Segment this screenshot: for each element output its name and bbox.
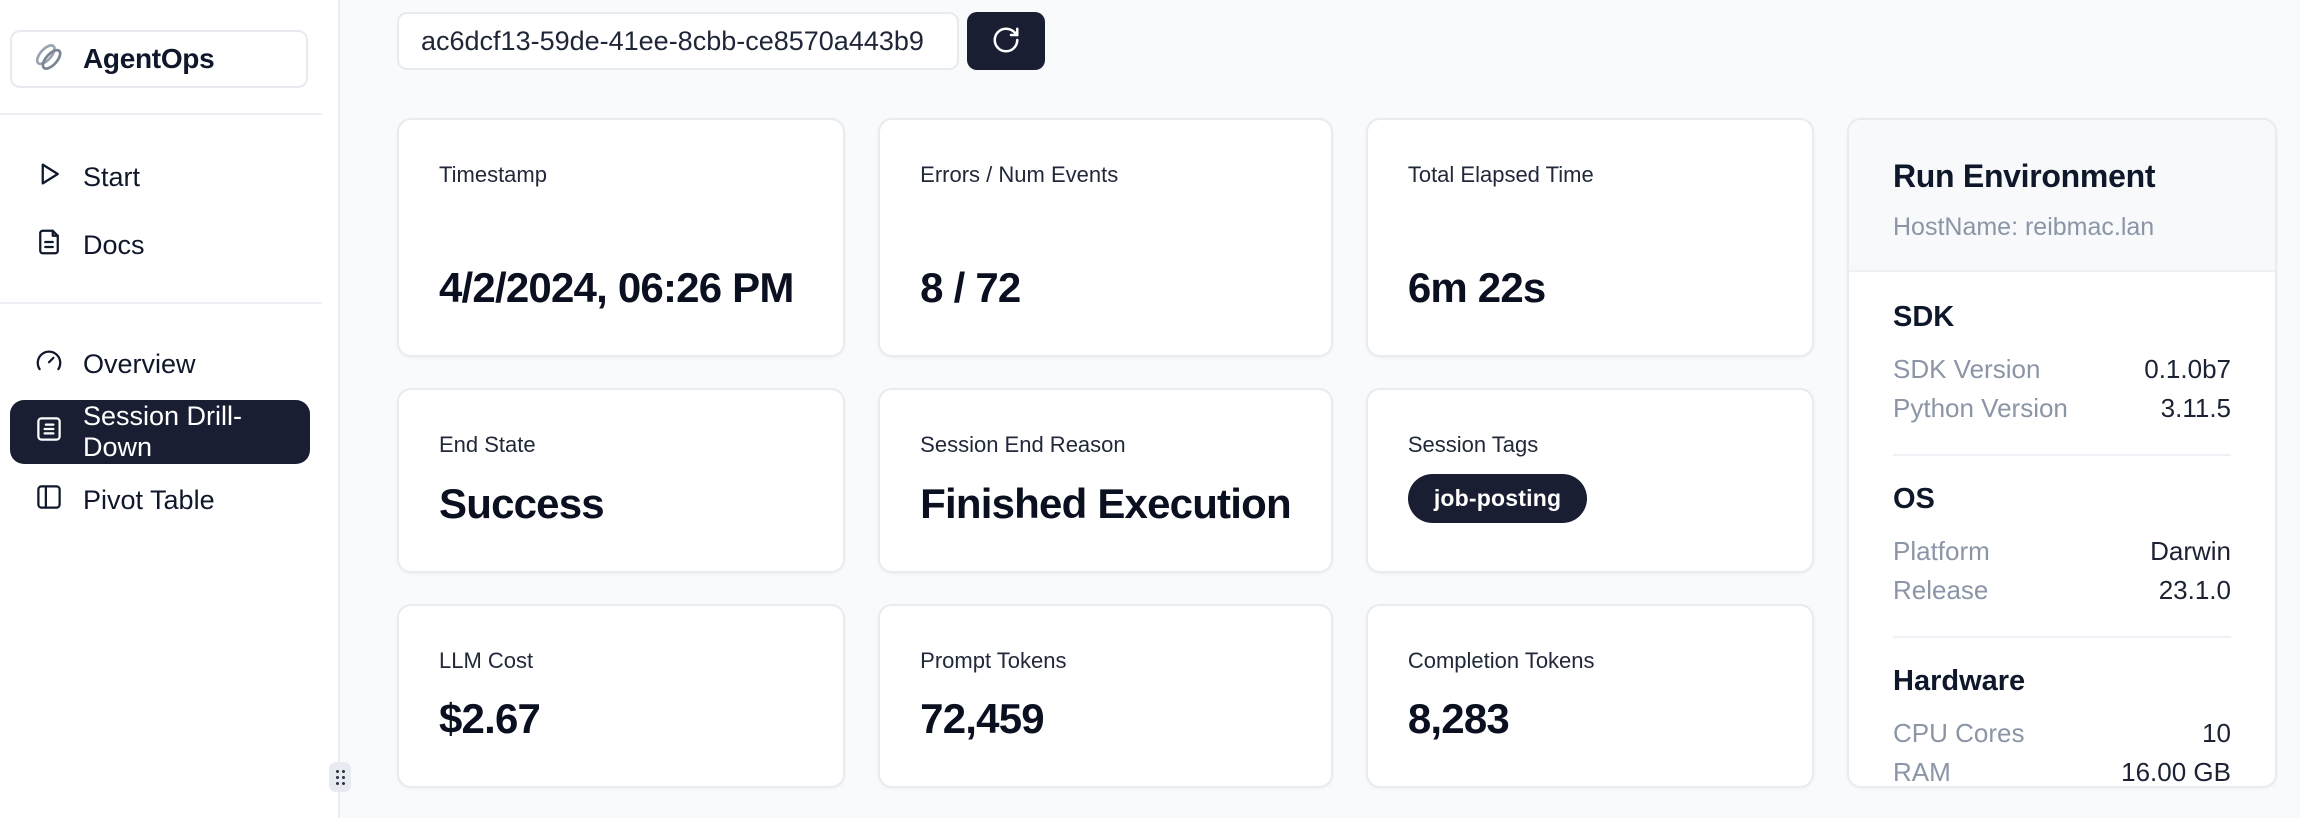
run-environment-body: SDK SDK Version 0.1.0b7 Python Version 3…: [1849, 272, 2275, 787]
run-environment-header: Run Environment HostName: reibmac.lan: [1849, 120, 2275, 272]
refresh-button[interactable]: [967, 12, 1045, 70]
card-value: 8 / 72: [920, 263, 1021, 311]
card-value: 6m 22s: [1407, 263, 1546, 311]
env-key: Platform: [1893, 536, 1990, 566]
card-label: Timestamp: [439, 162, 547, 187]
env-key: Python Version: [1893, 393, 2068, 423]
sidebar-item-label: Start: [83, 161, 141, 192]
sidebar-item-label: Pivot Table: [83, 484, 215, 515]
app-logo[interactable]: AgentOps: [10, 30, 308, 88]
card-label: Errors / Num Events: [920, 162, 1119, 187]
sidebar-item-session-drill-down[interactable]: Session Drill-Down: [10, 400, 310, 464]
session-tag-badge: job-posting: [1407, 474, 1588, 523]
session-drilldown-icon: [34, 414, 64, 451]
card-label: Completion Tokens: [1407, 648, 1595, 673]
env-row: RAM 16.00 GB: [1893, 753, 2231, 787]
env-value: 10: [2202, 718, 2231, 748]
env-section-title-hardware: Hardware: [1893, 665, 2026, 697]
play-icon: [34, 159, 64, 196]
sidebar-resize-handle[interactable]: [329, 762, 351, 792]
card-value: 8,283: [1407, 694, 1510, 742]
env-key: RAM: [1893, 757, 1951, 787]
card-value: 72,459: [920, 694, 1044, 742]
env-value: 16.00 GB: [2121, 757, 2231, 787]
card-errors-num-events: Errors / Num Events 8 / 72: [878, 118, 1333, 357]
env-value: Darwin: [2150, 536, 2231, 566]
env-value: 3.11.5: [2160, 393, 2231, 423]
card-session-end-reason: Session End Reason Finished Execution: [878, 388, 1333, 573]
card-total-elapsed-time: Total Elapsed Time 6m 22s: [1365, 118, 1814, 357]
agentops-loops-icon: [30, 38, 68, 81]
env-key: SDK Version: [1893, 354, 2041, 384]
env-row: Platform Darwin: [1893, 532, 2231, 571]
env-row: SDK Version 0.1.0b7: [1893, 350, 2231, 389]
sidebar-item-label: Session Drill-Down: [83, 401, 243, 462]
card-value: 4/2/2024, 06:26 PM: [439, 263, 794, 311]
env-row: Release 23.1.0: [1893, 571, 2231, 610]
env-value: 23.1.0: [2158, 575, 2231, 605]
env-divider: [1893, 636, 2231, 638]
gauge-icon: [34, 346, 64, 383]
sidebar-item-docs[interactable]: Docs: [10, 213, 310, 277]
run-environment-title: Run Environment: [1893, 158, 2156, 194]
card-label: End State: [439, 432, 536, 457]
env-section-title-sdk: SDK: [1893, 301, 1955, 333]
app-title: AgentOps: [83, 43, 215, 74]
card-prompt-tokens: Prompt Tokens 72,459: [878, 604, 1333, 788]
sidebar-divider: [0, 113, 322, 115]
sidebar: AgentOps Start Docs: [0, 0, 340, 818]
sidebar-primary-group: Start Docs: [0, 115, 338, 277]
env-row: CPU Cores 10: [1893, 714, 2231, 753]
sidebar-item-pivot-table[interactable]: Pivot Table: [10, 468, 310, 532]
card-completion-tokens: Completion Tokens 8,283: [1365, 604, 1814, 788]
card-value: Finished Execution: [920, 479, 1291, 527]
env-key: Release: [1893, 575, 1989, 605]
card-label: Session Tags: [1407, 432, 1539, 457]
card-end-state: End State Success: [397, 388, 846, 573]
hostname-text: HostName: reibmac.lan: [1893, 213, 2155, 241]
env-key: CPU Cores: [1893, 718, 2025, 748]
run-environment-panel: Run Environment HostName: reibmac.lan SD…: [1847, 118, 2277, 788]
sidebar-item-label: Overview: [83, 348, 196, 379]
sidebar-item-overview[interactable]: Overview: [10, 332, 310, 396]
card-value: $2.67: [439, 694, 541, 742]
main-content: Timestamp 4/2/2024, 06:26 PM Errors / Nu…: [342, 0, 2300, 818]
docs-icon: [34, 227, 64, 264]
metrics-grid: Timestamp 4/2/2024, 06:26 PM Errors / Nu…: [397, 118, 2277, 788]
env-section-title-os: OS: [1893, 483, 1935, 515]
sidebar-item-start[interactable]: Start: [10, 145, 310, 209]
sidebar-session-group: Overview Session Drill-Down Pivot Table: [0, 304, 338, 532]
card-label: Session End Reason: [920, 432, 1126, 457]
session-topbar: [397, 12, 2277, 70]
sidebar-item-label: Docs: [83, 229, 145, 260]
card-label: LLM Cost: [439, 648, 534, 673]
pivot-table-icon: [34, 482, 64, 519]
card-label: Total Elapsed Time: [1407, 162, 1594, 187]
env-value: 0.1.0b7: [2144, 354, 2231, 384]
refresh-icon: [991, 25, 1021, 58]
card-session-tags: Session Tags job-posting: [1365, 388, 1814, 573]
session-id-input[interactable]: [397, 12, 959, 70]
card-llm-cost: LLM Cost $2.67: [397, 604, 846, 788]
env-row: Python Version 3.11.5: [1893, 389, 2231, 428]
sidebar-divider: [0, 302, 322, 304]
env-divider: [1893, 454, 2231, 456]
card-value: Success: [439, 479, 605, 527]
card-label: Prompt Tokens: [920, 648, 1067, 673]
card-timestamp: Timestamp 4/2/2024, 06:26 PM: [397, 118, 846, 357]
